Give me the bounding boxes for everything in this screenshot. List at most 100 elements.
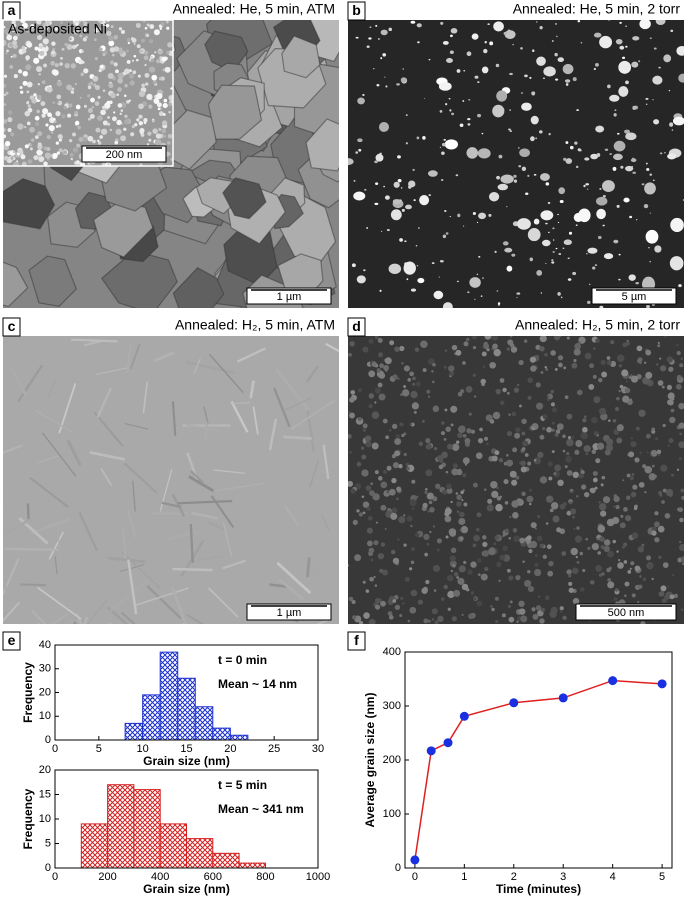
texture bbox=[36, 66, 42, 72]
texture bbox=[666, 489, 673, 496]
texture bbox=[371, 558, 374, 561]
texture bbox=[366, 507, 370, 511]
texture bbox=[673, 117, 685, 126]
texture bbox=[587, 547, 590, 550]
texture bbox=[574, 141, 577, 144]
texture bbox=[603, 195, 606, 197]
texture bbox=[546, 496, 553, 503]
texture bbox=[357, 462, 362, 467]
texture bbox=[375, 470, 379, 474]
texture bbox=[145, 27, 148, 30]
texture bbox=[650, 38, 652, 39]
texture bbox=[520, 461, 525, 466]
texture bbox=[411, 547, 415, 551]
texture bbox=[461, 614, 463, 616]
texture bbox=[493, 412, 500, 419]
texture bbox=[527, 396, 531, 400]
texture bbox=[458, 518, 465, 525]
texture bbox=[450, 501, 452, 503]
texture bbox=[565, 79, 570, 82]
texture bbox=[620, 522, 626, 528]
x-tick-label: 5 bbox=[96, 743, 102, 755]
marker bbox=[427, 746, 436, 755]
texture bbox=[152, 120, 155, 123]
texture bbox=[116, 120, 121, 125]
texture bbox=[137, 44, 141, 48]
texture bbox=[168, 103, 172, 107]
texture bbox=[531, 91, 535, 95]
texture bbox=[441, 421, 444, 424]
texture bbox=[521, 103, 532, 111]
texture bbox=[43, 44, 46, 47]
texture bbox=[120, 113, 122, 115]
texture bbox=[446, 483, 452, 489]
texture bbox=[579, 473, 584, 478]
panel-label: e bbox=[8, 632, 16, 648]
texture bbox=[441, 151, 445, 154]
texture bbox=[471, 430, 475, 434]
texture bbox=[429, 59, 431, 60]
texture bbox=[456, 492, 458, 494]
texture bbox=[372, 411, 380, 419]
texture bbox=[429, 531, 431, 533]
texture bbox=[343, 158, 354, 165]
texture bbox=[396, 434, 400, 438]
texture bbox=[589, 363, 594, 368]
texture bbox=[459, 565, 466, 572]
texture bbox=[25, 144, 29, 148]
texture bbox=[667, 153, 676, 159]
texture bbox=[132, 60, 134, 62]
texture bbox=[622, 57, 625, 59]
texture bbox=[539, 618, 544, 623]
texture bbox=[347, 564, 349, 566]
texture bbox=[13, 150, 16, 153]
texture bbox=[532, 427, 535, 430]
texture bbox=[616, 39, 623, 44]
texture bbox=[654, 511, 658, 515]
texture bbox=[537, 536, 543, 542]
histogram-bar bbox=[160, 824, 186, 868]
texture bbox=[56, 125, 59, 128]
texture bbox=[658, 491, 662, 495]
texture bbox=[350, 488, 355, 493]
texture bbox=[433, 565, 440, 572]
texture bbox=[455, 350, 461, 356]
texture bbox=[100, 110, 106, 116]
texture bbox=[463, 70, 465, 71]
texture bbox=[74, 111, 77, 114]
texture bbox=[439, 277, 440, 278]
texture bbox=[363, 423, 368, 428]
texture bbox=[366, 227, 368, 229]
texture bbox=[50, 61, 55, 66]
texture bbox=[594, 33, 601, 38]
texture bbox=[110, 60, 114, 64]
texture bbox=[33, 58, 39, 64]
texture bbox=[423, 368, 427, 372]
texture bbox=[604, 253, 613, 259]
texture bbox=[366, 485, 372, 491]
texture bbox=[565, 158, 572, 164]
texture bbox=[13, 54, 17, 58]
texture bbox=[26, 90, 29, 93]
texture bbox=[10, 132, 14, 136]
texture bbox=[625, 582, 630, 587]
texture bbox=[551, 402, 555, 406]
texture bbox=[434, 620, 438, 624]
texture bbox=[379, 363, 384, 368]
texture bbox=[416, 381, 421, 386]
texture bbox=[60, 57, 63, 60]
texture bbox=[440, 260, 444, 262]
texture bbox=[451, 28, 458, 33]
texture bbox=[428, 170, 438, 176]
texture bbox=[588, 384, 594, 390]
texture bbox=[389, 429, 391, 431]
texture bbox=[283, 437, 311, 439]
texture bbox=[503, 479, 508, 484]
texture bbox=[534, 563, 538, 567]
annotation: Mean ~ 14 nm bbox=[218, 677, 297, 691]
texture bbox=[92, 140, 96, 144]
texture bbox=[412, 402, 419, 409]
texture bbox=[381, 542, 385, 546]
texture bbox=[163, 103, 168, 108]
texture bbox=[615, 588, 618, 591]
